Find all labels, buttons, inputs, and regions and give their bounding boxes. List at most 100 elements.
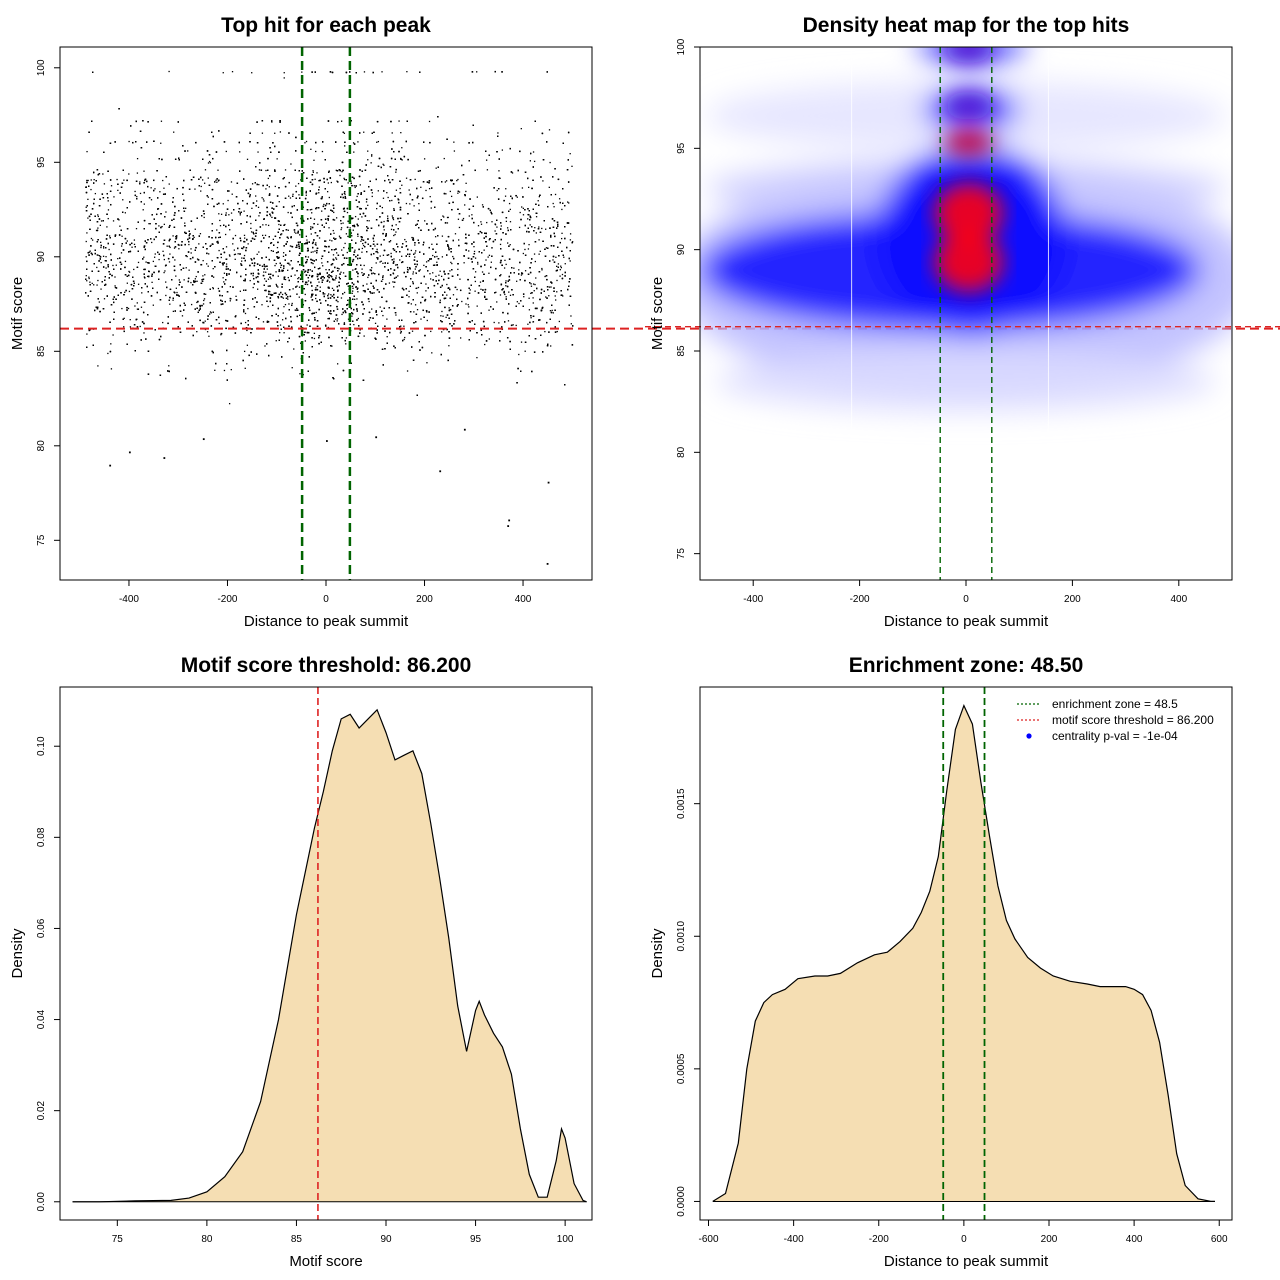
scatter-point: [354, 268, 356, 270]
scatter-point: [334, 279, 336, 281]
scatter-point: [258, 215, 260, 217]
scatter-point: [340, 271, 342, 273]
scatter-point: [376, 207, 378, 210]
scatter-point: [160, 120, 163, 122]
scatter-point: [229, 300, 231, 302]
scatter-point: [284, 303, 287, 306]
scatter-point: [545, 247, 548, 249]
scatter-point: [322, 275, 324, 278]
scatter-point: [229, 285, 232, 288]
scatter-point: [349, 227, 351, 229]
scatter-point: [345, 343, 347, 345]
scatter-point: [324, 293, 326, 295]
scatter-point: [246, 329, 248, 332]
scatter-point: [249, 279, 251, 282]
scatter-point: [322, 293, 324, 295]
scatter-point: [262, 321, 265, 323]
scatter-point: [516, 196, 518, 198]
scatter-point: [360, 240, 362, 242]
scatter-point: [457, 268, 459, 271]
scatter-point: [551, 309, 553, 312]
scatter-point: [316, 172, 318, 174]
scatter-point: [555, 256, 557, 258]
scatter-point: [338, 276, 340, 279]
scatter-point: [283, 72, 285, 74]
scatter-point: [387, 254, 390, 256]
scatter-point: [307, 256, 310, 258]
scatter-point: [212, 287, 214, 289]
scatter-point: [202, 275, 204, 277]
scatter-point: [351, 292, 353, 295]
scatter-point: [117, 189, 119, 192]
scatter-point: [400, 132, 402, 134]
scatter-point: [509, 221, 512, 223]
scatter-point: [336, 320, 338, 322]
scatter-point: [128, 173, 130, 175]
scatter-point: [373, 240, 375, 242]
scatter-point: [361, 272, 363, 274]
scatter-point: [304, 142, 306, 144]
scatter-point: [335, 217, 338, 219]
scatter-point: [243, 234, 246, 237]
scatter-point: [282, 252, 285, 254]
scatter-point: [225, 212, 227, 214]
scatter-point: [173, 131, 175, 133]
scatter-point: [558, 198, 561, 200]
scatter-point: [207, 265, 209, 267]
scatter-point: [157, 208, 160, 210]
scatter-point: [185, 207, 187, 209]
scatter-point: [357, 317, 359, 320]
scatter-point: [451, 262, 453, 265]
scatter-point: [344, 193, 346, 195]
scatter-point: [445, 316, 447, 319]
scatter-point: [230, 212, 233, 214]
scatter-point: [552, 312, 554, 314]
scatter-point: [223, 281, 225, 283]
scatter-point: [499, 177, 501, 179]
scatter-point: [533, 160, 536, 163]
scatter-point: [313, 332, 316, 335]
scatter-point: [516, 280, 518, 282]
scatter-point: [518, 269, 520, 271]
scatter-point: [275, 271, 277, 273]
scatter-point: [395, 171, 397, 173]
scatter-point: [370, 292, 372, 294]
scatter-point: [239, 151, 241, 153]
scatter-point: [328, 227, 330, 229]
scatter-point: [86, 232, 88, 234]
scatter-point: [491, 247, 493, 249]
scatter-point: [412, 271, 415, 273]
scatter-point: [313, 337, 316, 340]
scatter-point: [266, 268, 268, 270]
scatter-point: [90, 179, 92, 181]
scatter-point: [395, 224, 397, 226]
scatter-point: [414, 178, 416, 181]
scatter-point: [218, 213, 220, 215]
scatter-point: [244, 237, 246, 239]
scatter-point: [124, 291, 126, 293]
scatter-point: [178, 279, 180, 281]
scatter-point: [560, 265, 562, 267]
scatter-point: [432, 254, 434, 257]
scatter-point: [168, 70, 170, 73]
scatter-point: [552, 259, 554, 261]
scatter-point: [338, 235, 341, 237]
scatter-point: [516, 301, 519, 303]
scatter-point: [496, 226, 498, 228]
scatter-point: [244, 367, 246, 369]
scatter-point: [96, 284, 98, 286]
scatter-point: [152, 260, 155, 263]
scatter-point: [453, 141, 455, 143]
scatter-point: [143, 276, 146, 278]
scatter-point: [311, 212, 313, 214]
scatter-point: [118, 219, 120, 221]
scatter-point: [354, 298, 356, 301]
scatter-point: [154, 188, 156, 190]
scatter-point: [401, 184, 403, 186]
scatter-point: [267, 177, 269, 180]
scatter-point: [305, 194, 307, 196]
scatter-point: [154, 253, 156, 255]
scatter-point: [284, 223, 286, 226]
scatter-point: [375, 262, 377, 264]
scatter-point: [202, 259, 204, 262]
